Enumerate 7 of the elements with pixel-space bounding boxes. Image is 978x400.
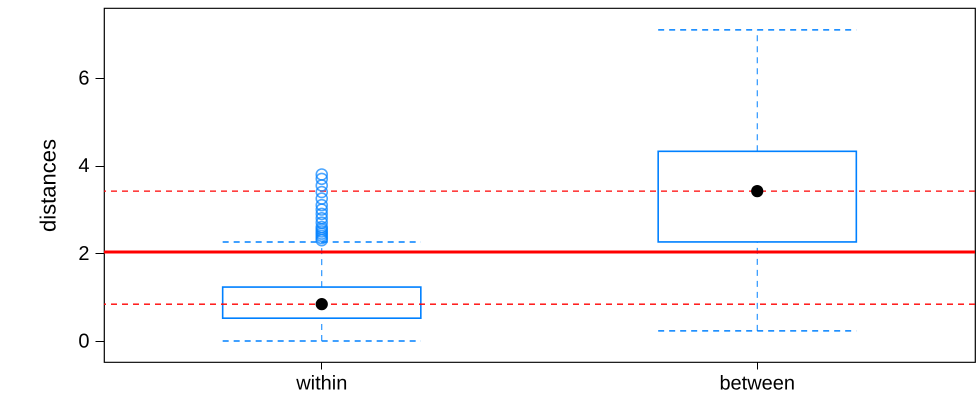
x-tick-label: between (719, 372, 796, 394)
y-tick-label: 2 (78, 242, 90, 265)
y-tick-label: 6 (78, 68, 90, 90)
x-tick-label: within (295, 372, 348, 394)
y-tick-label: 0 (78, 330, 90, 352)
y-tick-label: 4 (78, 155, 90, 178)
y-axis-title: distances (35, 139, 60, 232)
